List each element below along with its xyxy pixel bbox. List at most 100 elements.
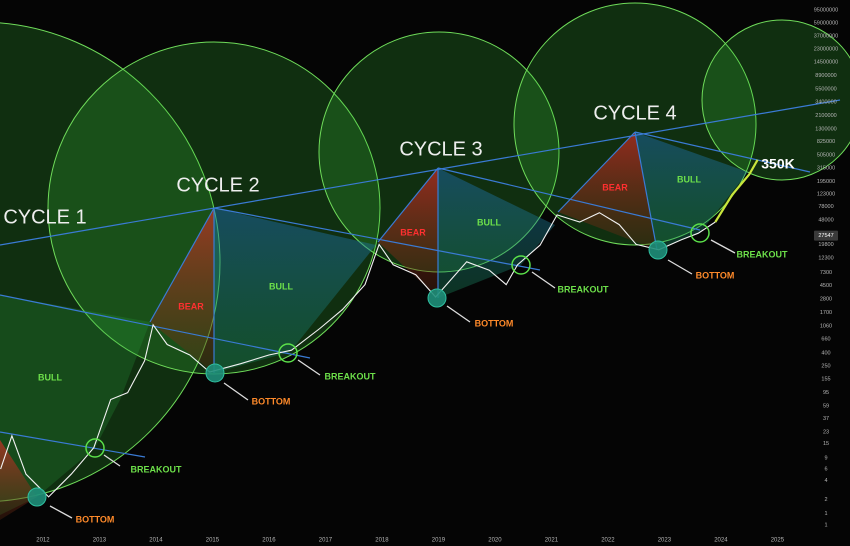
y-tick-label: 2 [824, 497, 827, 503]
trend-line [0, 431, 146, 458]
y-tick-label: 59000000 [814, 21, 838, 27]
x-tick-label: 2012 [36, 538, 50, 544]
annotation: BULL [269, 281, 293, 291]
y-tick-label: 19800 [818, 242, 833, 248]
y-tick-label: 4 [824, 478, 827, 484]
y-tick-label: 1 [824, 511, 827, 517]
annotation: BREAKOUT [558, 284, 610, 294]
annotation: BEAR [602, 182, 628, 192]
y-tick-label: 2800 [820, 296, 832, 302]
annotation: BREAKOUT [131, 464, 183, 474]
y-tick-label: 95000000 [814, 7, 838, 13]
trend-line [557, 131, 636, 213]
y-tick-label: 95 [823, 390, 829, 396]
annotation: CYCLE 3 [399, 138, 482, 160]
y-tick-label: 250 [821, 363, 830, 369]
annotation: BULL [38, 372, 62, 382]
y-tick-label: 37000000 [814, 34, 838, 40]
annotation: BREAKOUT [737, 249, 789, 259]
x-tick-label: 2022 [601, 538, 615, 544]
x-tick-label: 2015 [206, 538, 220, 544]
bull-zone [0, 295, 150, 515]
y-tick-label: 15 [823, 441, 829, 447]
arrow [49, 505, 73, 519]
x-tick-label: 2020 [488, 538, 502, 544]
y-tick-label: 1 [824, 522, 827, 528]
arrow [710, 239, 736, 254]
x-tick-label: 2018 [375, 538, 389, 544]
arrow [297, 359, 321, 376]
price-marker [814, 230, 838, 241]
x-tick-label: 2014 [149, 538, 163, 544]
annotation: BEAR [400, 227, 426, 237]
annotation: 350K [761, 156, 794, 172]
annotation: BEAR [178, 301, 204, 311]
x-tick-label: 2023 [658, 538, 672, 544]
bottom-marker [205, 363, 225, 383]
x-tick-label: 2013 [93, 538, 107, 544]
y-tick-label: 7300 [820, 270, 832, 276]
y-tick-label: 825000 [817, 139, 835, 145]
cycle-circle [701, 19, 850, 181]
annotation: BOTTOM [696, 270, 735, 280]
trend-line [634, 131, 811, 173]
y-tick-label: 505000 [817, 152, 835, 158]
annotation: BOTTOM [252, 396, 291, 406]
bottom-marker [648, 240, 668, 260]
y-tick-label: 660 [821, 336, 830, 342]
annotation: CYCLE 4 [593, 102, 676, 124]
y-tick-label: 1300000 [815, 126, 836, 132]
trend-line [634, 131, 658, 251]
y-tick-label: 12300 [818, 255, 833, 261]
y-tick-label: 9 [824, 455, 827, 461]
breakout-marker [511, 255, 531, 275]
x-tick-label: 2016 [262, 538, 276, 544]
y-tick-label: 123000 [817, 192, 835, 198]
bottom-marker [427, 288, 447, 308]
price-marker-label: 27547 [818, 233, 833, 239]
trend-line [213, 207, 541, 271]
y-tick-label: 195000 [817, 179, 835, 185]
y-tick-label: 59 [823, 403, 829, 409]
x-tick-label: 2019 [432, 538, 446, 544]
annotation: CYCLE 2 [176, 174, 259, 196]
bull-zone [214, 208, 376, 373]
bull-zone [635, 132, 748, 250]
annotation: BULL [477, 217, 501, 227]
y-tick-label: 37 [823, 416, 829, 422]
bear-zone [0, 440, 37, 520]
y-tick-label: 400 [821, 350, 830, 356]
y-tick-label: 14500000 [814, 59, 838, 65]
y-tick-label: 1700 [820, 310, 832, 316]
bear-zone [150, 208, 214, 373]
annotation: CYCLE 1 [3, 206, 86, 228]
breakout-marker [85, 438, 105, 458]
y-tick-label: 155 [821, 377, 830, 383]
price-line [714, 159, 759, 223]
breakout-marker [278, 343, 298, 363]
y-tick-label: 8900000 [815, 73, 836, 79]
y-tick-label: 78000 [818, 204, 833, 210]
y-tick-label: 5500000 [815, 86, 836, 92]
y-tick-label: 23000000 [814, 47, 838, 53]
arrow [667, 259, 693, 275]
trend-line [0, 99, 841, 246]
x-tick-label: 2017 [319, 538, 333, 544]
y-tick-label: 315000 [817, 166, 835, 172]
annotation: BOTTOM [475, 318, 514, 328]
trend-line [149, 207, 215, 323]
arrow [103, 454, 121, 467]
y-tick-label: 48000 [818, 218, 833, 224]
x-tick-label: 2025 [771, 538, 785, 544]
annotation: BULL [677, 174, 701, 184]
trend-line [0, 294, 311, 359]
y-tick-label: 23 [823, 429, 829, 435]
breakout-marker [690, 223, 710, 243]
arrow [223, 382, 249, 401]
y-tick-label: 3400000 [815, 100, 836, 106]
arrow [446, 305, 471, 323]
arrow [531, 271, 556, 289]
bull-zone [438, 168, 555, 298]
trend-line [377, 167, 439, 243]
